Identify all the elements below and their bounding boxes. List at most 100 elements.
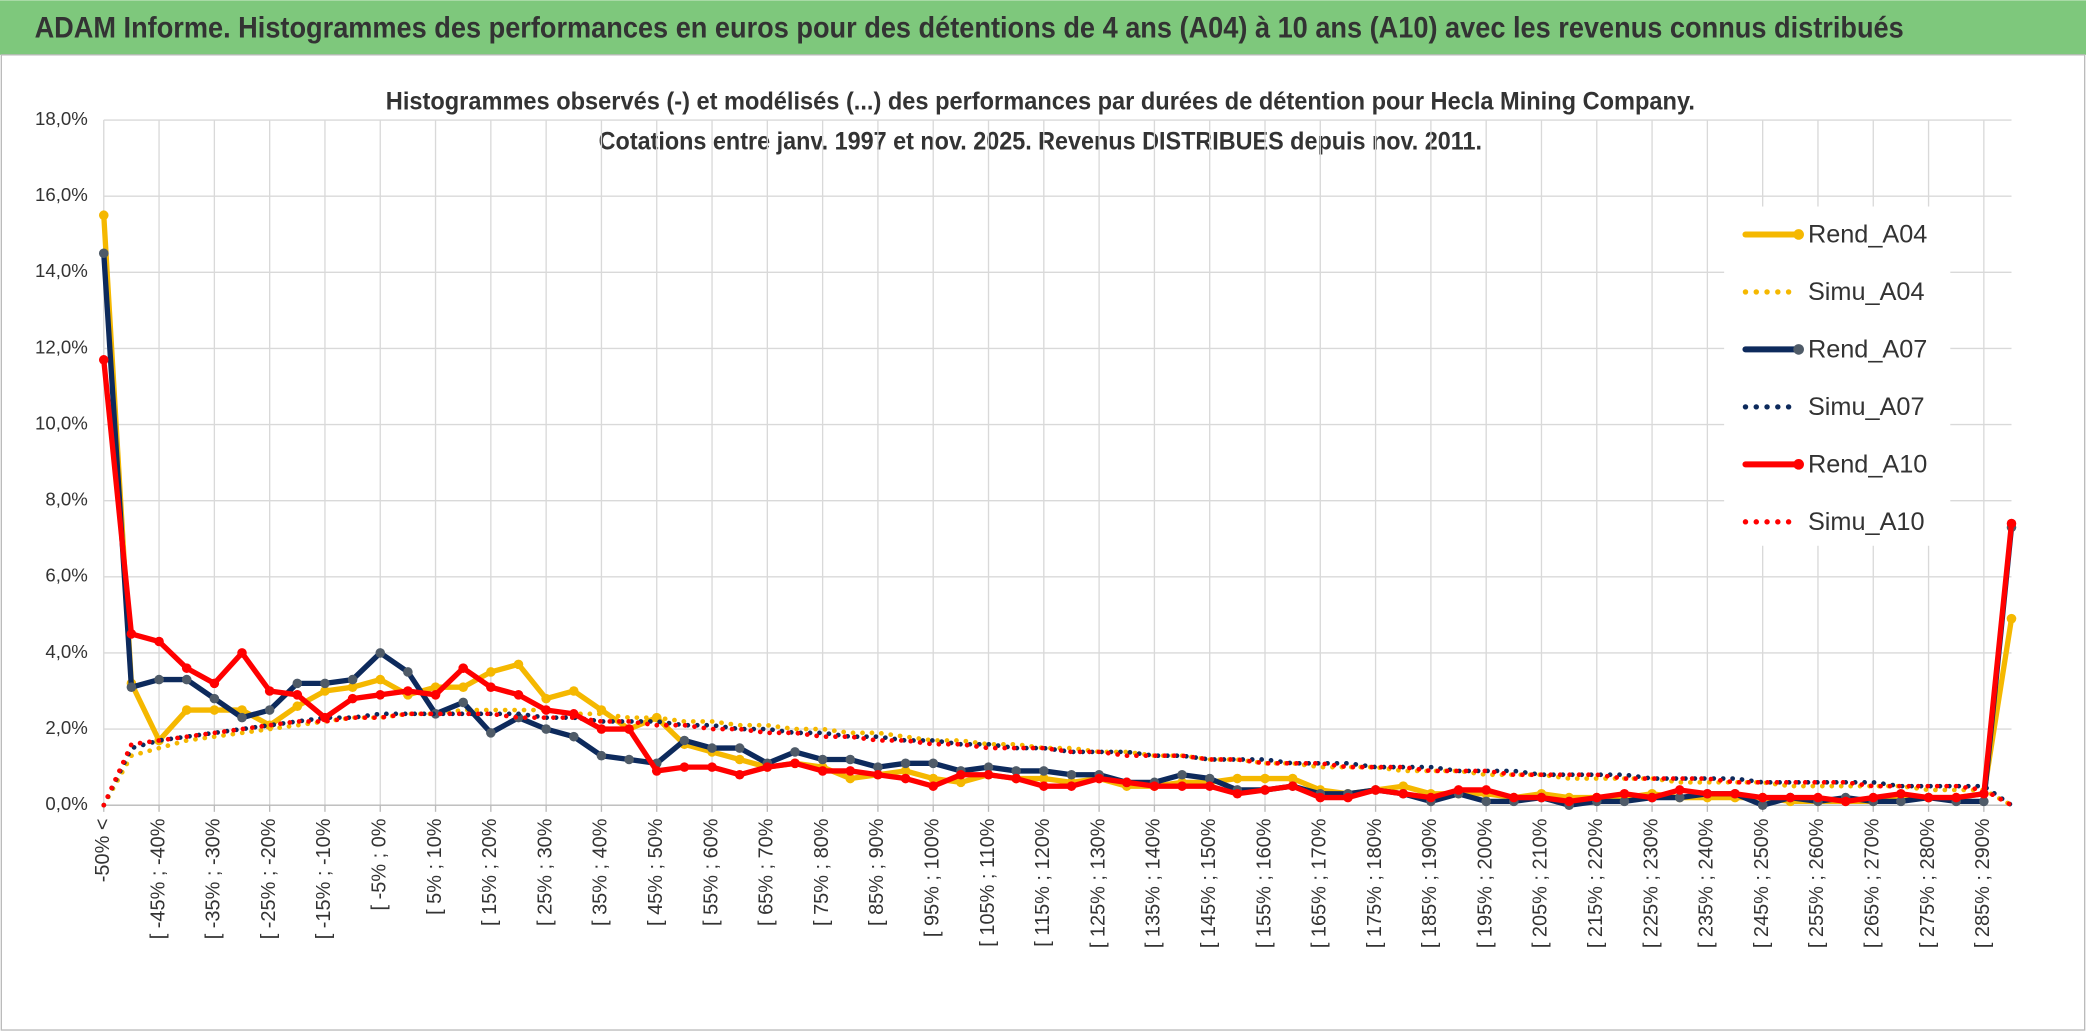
x-tick-label: [ 155% ; 160% bbox=[1253, 818, 1275, 948]
legend-marker bbox=[1793, 229, 1804, 240]
point bbox=[1398, 781, 1409, 791]
point bbox=[1481, 796, 1491, 807]
point bbox=[873, 762, 883, 772]
x-tick-label: [ 25% ; 30% bbox=[534, 818, 556, 926]
header-bar bbox=[0, 0, 2086, 55]
x-tick-label: [ 85% ; 90% bbox=[866, 818, 888, 926]
y-tick-label: 18,0% bbox=[35, 108, 88, 129]
x-tick-label: [ 205% ; 210% bbox=[1530, 818, 1552, 948]
header-title: ADAM Informe. Histogrammes des performan… bbox=[35, 12, 1904, 44]
point bbox=[1896, 788, 1906, 799]
point bbox=[237, 712, 247, 723]
point bbox=[154, 674, 164, 685]
point bbox=[1674, 792, 1685, 803]
point bbox=[1039, 773, 1049, 784]
point bbox=[928, 781, 939, 791]
point bbox=[1343, 792, 1353, 803]
observed-line bbox=[101, 357, 2015, 805]
point bbox=[1204, 781, 1215, 791]
point bbox=[209, 678, 220, 689]
point bbox=[154, 636, 164, 647]
point bbox=[900, 766, 911, 776]
x-tick-label: [ 195% ; 200% bbox=[1474, 818, 1496, 948]
chart-frame bbox=[0, 54, 2086, 1031]
y-tick-label: 4,0% bbox=[45, 641, 87, 662]
point bbox=[1149, 781, 1160, 791]
point bbox=[1509, 792, 1519, 803]
legend-label: Rend_A10 bbox=[1808, 450, 1927, 478]
y-tick-label: 16,0% bbox=[35, 184, 88, 205]
point bbox=[209, 705, 220, 715]
point bbox=[928, 758, 939, 769]
point bbox=[928, 773, 939, 784]
point bbox=[734, 754, 745, 765]
x-tick-label: [ 235% ; 240% bbox=[1696, 818, 1718, 948]
legend-marker bbox=[1793, 344, 1804, 355]
point bbox=[1813, 792, 1823, 803]
point bbox=[734, 769, 745, 780]
point bbox=[458, 697, 468, 708]
x-tick-label: [ 265% ; 270% bbox=[1862, 818, 1884, 948]
point bbox=[1757, 800, 1768, 810]
point bbox=[900, 773, 911, 784]
point bbox=[1315, 792, 1326, 803]
point bbox=[292, 690, 303, 700]
point bbox=[1619, 796, 1630, 807]
y-tick-label: 8,0% bbox=[45, 489, 87, 510]
point bbox=[375, 674, 386, 685]
point bbox=[1066, 769, 1077, 780]
point bbox=[1121, 777, 1132, 788]
point bbox=[209, 693, 220, 704]
point bbox=[1426, 792, 1436, 803]
point bbox=[430, 690, 441, 700]
point bbox=[1896, 796, 1906, 807]
point bbox=[1757, 792, 1768, 803]
x-tick-label: [ 285% ; 290% bbox=[1972, 818, 1994, 948]
point bbox=[237, 648, 247, 658]
point bbox=[486, 682, 496, 692]
point bbox=[458, 682, 468, 692]
point bbox=[541, 724, 551, 734]
x-tick-label: [ 15% ; 20% bbox=[479, 818, 501, 926]
x-tick-label: [ 125% ; 130% bbox=[1087, 818, 1109, 948]
point bbox=[817, 754, 828, 765]
point bbox=[679, 735, 690, 746]
point bbox=[1094, 773, 1104, 784]
point bbox=[347, 674, 358, 685]
point bbox=[1260, 785, 1270, 795]
point bbox=[403, 686, 413, 696]
point bbox=[181, 663, 192, 673]
point bbox=[2006, 613, 2017, 624]
point bbox=[541, 705, 551, 715]
x-tick-label: [ 5% ; 10% bbox=[424, 818, 446, 915]
point bbox=[1011, 773, 1021, 784]
point bbox=[624, 724, 634, 734]
point bbox=[1287, 773, 1298, 784]
point bbox=[1979, 788, 1989, 799]
point bbox=[983, 762, 994, 772]
point bbox=[320, 686, 330, 696]
point bbox=[734, 743, 745, 753]
point bbox=[1011, 766, 1021, 776]
point bbox=[292, 678, 303, 689]
x-tick-label: [ 105% ; 110% bbox=[977, 818, 999, 946]
y-tick-label: 6,0% bbox=[45, 565, 87, 586]
point bbox=[1591, 792, 1602, 803]
point bbox=[845, 773, 856, 784]
point bbox=[845, 766, 856, 776]
point bbox=[1232, 773, 1243, 784]
x-tick-label: [ 135% ; 140% bbox=[1143, 818, 1165, 948]
point bbox=[1647, 792, 1657, 803]
point bbox=[1039, 781, 1049, 791]
point bbox=[458, 663, 468, 673]
point bbox=[707, 762, 717, 772]
point bbox=[1177, 769, 1187, 780]
point bbox=[624, 754, 634, 765]
point bbox=[237, 705, 247, 715]
x-tick-label: [ 145% ; 150% bbox=[1198, 818, 1220, 948]
x-tick-label: [ -35% ; -30% bbox=[203, 818, 225, 939]
point bbox=[1702, 788, 1713, 799]
point bbox=[1674, 785, 1685, 795]
